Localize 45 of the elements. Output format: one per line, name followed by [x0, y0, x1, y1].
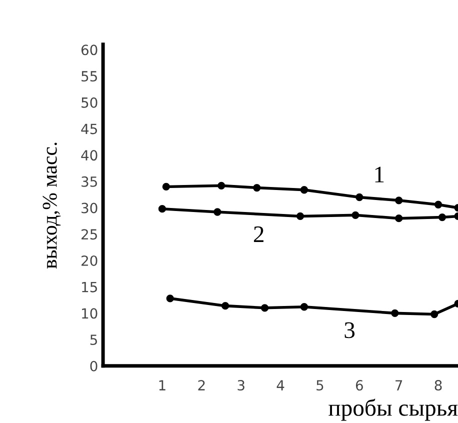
- y-tick-label: 45: [81, 124, 97, 134]
- point: [218, 182, 226, 190]
- x-tick-label: 3: [238, 380, 244, 391]
- point: [296, 212, 304, 220]
- y-tick-label: 60: [81, 44, 98, 56]
- series-label: 2: [254, 226, 264, 242]
- point: [214, 208, 222, 216]
- series-label: 3: [344, 322, 355, 338]
- point: [430, 310, 438, 318]
- y-tick-label: 15: [82, 282, 97, 292]
- x-tick-label: 6: [356, 380, 363, 391]
- point: [162, 182, 170, 191]
- x-tick-label: 1: [159, 380, 166, 390]
- y-tick-label: 0: [90, 360, 98, 372]
- point: [434, 200, 442, 208]
- series-label: 1: [375, 166, 384, 182]
- point: [221, 302, 230, 310]
- y-tick-label: 30: [82, 202, 98, 214]
- point: [300, 303, 308, 311]
- point: [395, 214, 403, 222]
- y-tick-label: 35: [82, 176, 97, 187]
- point: [395, 196, 403, 204]
- x-tick-label: 7: [396, 380, 402, 390]
- point: [158, 205, 166, 213]
- y-tick-label: 5: [90, 334, 97, 346]
- x-tick-label: 5: [316, 380, 324, 391]
- point: [166, 294, 174, 302]
- point: [300, 186, 308, 194]
- point: [352, 211, 360, 219]
- y-tick-label: 10: [82, 308, 98, 319]
- x-tick-label: 8: [434, 380, 442, 391]
- x-tick-label: 2: [198, 380, 205, 390]
- x-tick-label: 4: [276, 380, 284, 390]
- point: [438, 213, 446, 222]
- y-tick-label: 55: [82, 71, 97, 82]
- point: [356, 193, 364, 202]
- x-axis-title: пробы сырья: [328, 398, 458, 421]
- y-tick-label: 25: [82, 229, 97, 240]
- y-tick-label: 50: [82, 97, 98, 108]
- y-tick-label: 40: [81, 150, 98, 161]
- y-tick-label: 20: [82, 255, 98, 266]
- y-axis-title: выход,% масс.: [42, 142, 61, 269]
- point: [260, 304, 269, 312]
- point: [253, 184, 261, 192]
- point: [391, 309, 399, 318]
